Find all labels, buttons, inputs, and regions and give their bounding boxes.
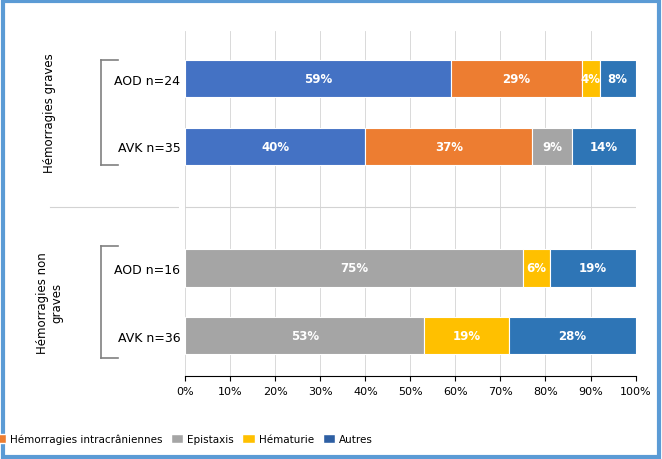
Legend: Hémorragies digestives, Hémorragies intracrâniennes, Epistaxis, Hématurie, Autre: Hémorragies digestives, Hémorragies intr… [0,430,377,448]
Bar [573,129,636,165]
Bar [365,129,532,165]
Text: 75%: 75% [340,262,368,275]
Text: 19%: 19% [579,262,607,275]
Bar [523,250,550,287]
Bar [510,317,636,354]
Bar [600,61,636,98]
Text: 29%: 29% [502,73,530,86]
Text: 9%: 9% [542,140,562,153]
Text: 40%: 40% [261,140,289,153]
Text: 59%: 59% [304,73,332,86]
Bar [185,250,523,287]
Bar [451,61,581,98]
Bar [185,129,365,165]
Text: 53%: 53% [291,330,318,342]
Text: 28%: 28% [559,330,587,342]
Text: 8%: 8% [608,73,628,86]
Text: Hémorragies graves: Hémorragies graves [43,53,56,173]
Text: Hémorragies non
graves: Hémorragies non graves [36,252,64,353]
Text: 4%: 4% [581,73,600,86]
Text: 6%: 6% [526,262,547,275]
Bar [424,317,510,354]
Bar [550,250,636,287]
Bar [532,129,573,165]
Bar [581,61,600,98]
Text: 14%: 14% [590,140,618,153]
Text: 37%: 37% [435,140,463,153]
Bar [185,317,424,354]
Bar [185,61,451,98]
Text: 19%: 19% [453,330,481,342]
